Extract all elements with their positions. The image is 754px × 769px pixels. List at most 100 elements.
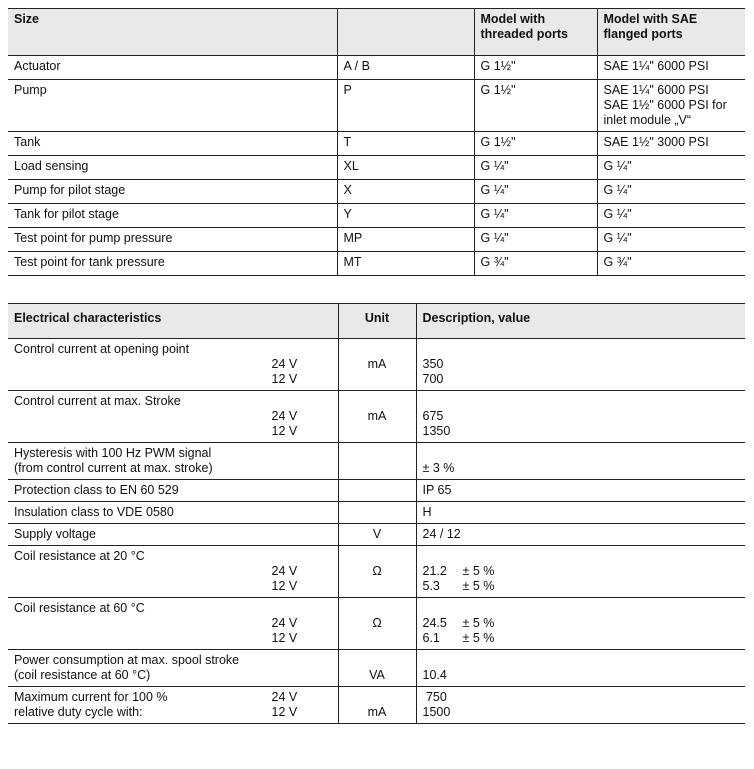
cell-value: 24.5 ± 5 % 6.1 ± 5 %: [415, 597, 745, 650]
characteristic-label: Coil resistance at 60 °C: [14, 601, 145, 615]
table-row: Pump for pilot stage X G ¼" G ¼": [8, 179, 745, 204]
cell-size: Actuator: [8, 55, 337, 80]
cell-sae: G ¼": [596, 203, 745, 228]
cell-characteristic: Coil resistance at 20 °C 24 V 12 V: [8, 545, 338, 598]
spacer: [14, 357, 272, 372]
table-row: Insulation class to VDE 0580 H: [8, 501, 745, 524]
cell-unit: [337, 442, 416, 480]
tolerance-12: ± 5 %: [462, 579, 495, 593]
cell-unit: V: [337, 523, 416, 546]
cell-threaded: G 1½": [473, 55, 597, 80]
voltage-12: 12 V: [271, 631, 298, 645]
value-line: 750: [423, 690, 740, 705]
spacer: [14, 424, 272, 439]
cell-sae: SAE 1¼" 6000 PSI: [596, 55, 745, 80]
cell-port: MT: [336, 251, 474, 276]
cell-size: Tank for pilot stage: [8, 203, 337, 228]
cell-threaded: G 1½": [473, 79, 597, 132]
cell-characteristic: Hysteresis with 100 Hz PWM signal (from c…: [8, 442, 338, 480]
table-row: Tank T G 1½" SAE 1½" 3000 PSI: [8, 131, 745, 156]
value: H: [422, 505, 432, 519]
value-24: 24.5: [422, 616, 447, 630]
cell-size: Tank: [8, 131, 337, 156]
cell-threaded: G ¼": [473, 227, 597, 252]
cell-sae: SAE 1¼" 6000 PSI SAE 1½" 6000 PSI for in…: [596, 79, 745, 132]
cell-size: Pump for pilot stage: [8, 179, 337, 204]
characteristic-label-2: (coil resistance at 60 °C): [14, 668, 151, 682]
characteristic-label: Coil resistance at 20 °C: [14, 549, 145, 563]
characteristic-line: relative duty cycle with: 12 V: [14, 705, 332, 720]
value-line: 21.2 ± 5 %: [423, 564, 740, 579]
cell-characteristic: Insulation class to VDE 0580: [8, 501, 338, 524]
cell-value: IP 65: [415, 479, 745, 502]
ports-table: Size Model with threaded ports Model wit…: [8, 8, 745, 276]
header-unit: Unit: [337, 303, 416, 339]
voltage-24: 24 V: [271, 616, 298, 630]
characteristic-label: Supply voltage: [14, 527, 97, 541]
cell-value: 10.4: [415, 649, 745, 687]
cell-characteristic: Control current at opening point 24 V 12 V: [8, 338, 338, 391]
table-row: Test point for pump pressure MP G ¼" G ¼": [8, 227, 745, 252]
value: 10.4: [422, 668, 447, 682]
cell-unit: Ω: [337, 545, 416, 598]
spacer: [14, 564, 272, 579]
table-row: Protection class to EN 60 529 IP 65: [8, 479, 745, 502]
value-12: 1500: [422, 705, 451, 719]
tolerance-12: ± 5 %: [462, 631, 495, 645]
table-row: Pump P G 1½" SAE 1¼" 6000 PSI SAE 1½" 6000 …: [8, 79, 745, 132]
cell-unit: [337, 501, 416, 524]
spacer: [14, 579, 272, 594]
cell-value: H: [415, 501, 745, 524]
voltage-line: 12 V: [14, 579, 332, 594]
voltage-12: 12 V: [271, 372, 298, 386]
spacer: [14, 372, 272, 387]
table-row: Control current at opening point 24 V 12 V…: [8, 338, 745, 391]
table-row: Test point for tank pressure MT G ¾" G ¾": [8, 251, 745, 276]
characteristic-label-2: relative duty cycle with:: [14, 705, 143, 719]
cell-port: XL: [336, 155, 474, 180]
value: ± 3 %: [422, 461, 455, 475]
header-value: Description, value: [415, 303, 745, 339]
header-characteristic: Electrical characteristics: [8, 303, 338, 339]
cell-sae: G ¾": [596, 251, 745, 276]
value-line: 700: [423, 372, 740, 387]
table-row: Tank for pilot stage Y G ¼" G ¼": [8, 203, 745, 228]
cell-sae: SAE 1½" 3000 PSI: [596, 131, 745, 156]
voltage-12: 12 V: [271, 579, 298, 593]
value-24: 21.2: [422, 564, 447, 578]
voltage-24: 24 V: [271, 409, 298, 423]
cell-threaded: G ¾": [473, 251, 597, 276]
table-row: Coil resistance at 60 °C 24 V 12 V Ω 24.5 ± 5…: [8, 597, 745, 650]
characteristic-label: Insulation class to VDE 0580: [14, 505, 174, 519]
characteristic-label: Control current at max. Stroke: [14, 394, 181, 408]
voltage-line: 12 V: [14, 424, 332, 439]
characteristic-label: Control current at opening point: [14, 342, 190, 356]
cell-threaded: G ¼": [473, 203, 597, 228]
cell-threaded: G ¼": [473, 155, 597, 180]
cell-port: MP: [336, 227, 474, 252]
cell-unit: mA: [337, 338, 416, 391]
voltage-line: 12 V: [14, 631, 332, 646]
table-row: Control current at max. Stroke 24 V 12 V mA…: [8, 390, 745, 443]
voltage-line: 12 V: [14, 372, 332, 387]
value-line: 350: [423, 357, 740, 372]
cell-sae: G ¼": [596, 155, 745, 180]
cell-value: 21.2 ± 5 % 5.3 ± 5 %: [415, 545, 745, 598]
cell-value: 350 700: [415, 338, 745, 391]
cell-characteristic: Control current at max. Stroke 24 V 12 V: [8, 390, 338, 443]
table-row: Supply voltage V 24 / 12: [8, 523, 745, 546]
value-line: 5.3 ± 5 %: [423, 579, 740, 594]
value-12: 5.3: [422, 579, 440, 593]
spacer: [14, 409, 272, 424]
voltage-12: 12 V: [271, 705, 298, 719]
voltage-line: 24 V: [14, 357, 332, 372]
cell-size: Test point for tank pressure: [8, 251, 337, 276]
cell-unit: [337, 479, 416, 502]
cell-characteristic: Supply voltage: [8, 523, 338, 546]
table-header-row: Electrical characteristics Unit Descript…: [8, 303, 745, 339]
cell-port: Y: [336, 203, 474, 228]
header-threaded: Model with threaded ports: [473, 8, 597, 56]
value: 24 / 12: [422, 527, 461, 541]
cell-value: 750 1500: [415, 686, 745, 724]
